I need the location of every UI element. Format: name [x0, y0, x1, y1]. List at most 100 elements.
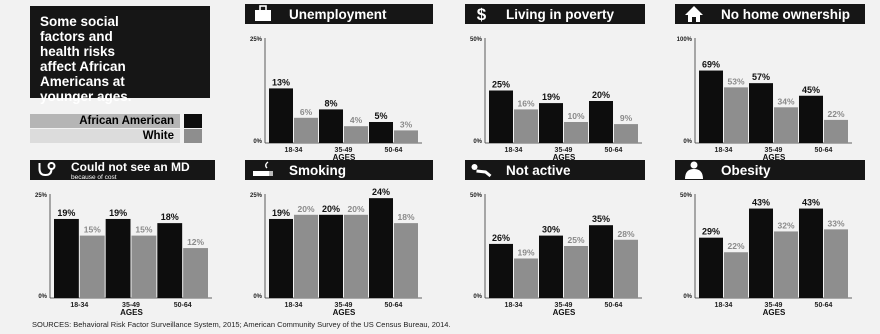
chart-title: Living in poverty — [506, 7, 615, 22]
house-icon — [692, 17, 696, 22]
chart-title: Smoking — [289, 163, 346, 178]
y-tick-label: 25% — [250, 193, 263, 199]
x-axis-label: AGES — [763, 153, 786, 162]
bar-african-american — [699, 237, 723, 298]
bar-white — [514, 258, 538, 298]
x-axis-label: AGES — [763, 308, 786, 317]
bar-white — [394, 223, 418, 298]
x-tick-label: 18-34 — [715, 147, 733, 154]
x-tick-label: 18-34 — [285, 302, 303, 309]
data-label: 18% — [397, 212, 414, 222]
legend-item-african-american: African American — [30, 114, 210, 128]
x-tick-label: 50-64 — [605, 147, 623, 154]
y-tick-label: 25% — [250, 37, 263, 43]
bar-african-american — [319, 109, 343, 143]
y-tick-label: 50% — [680, 193, 693, 199]
x-axis-label: AGES — [333, 153, 356, 162]
x-tick-label: 18-34 — [70, 302, 88, 309]
data-label: 18% — [161, 212, 179, 222]
x-tick-label: 18-34 — [285, 147, 303, 154]
bar-african-american — [589, 225, 613, 298]
chart-header — [500, 160, 640, 180]
bar-african-american — [799, 95, 823, 143]
bar-african-american — [319, 214, 343, 298]
data-label: 15% — [84, 225, 101, 235]
legend-label: African American — [30, 114, 180, 128]
torso-icon — [690, 161, 698, 169]
bar-african-american — [54, 218, 79, 298]
y-tick-label: 0% — [253, 294, 262, 300]
data-label: 57% — [752, 72, 770, 82]
bar-white — [131, 235, 157, 298]
data-label: 19% — [272, 208, 290, 218]
y-tick-label: 25% — [35, 193, 48, 199]
x-tick-label: 18-34 — [505, 302, 523, 309]
intro-line: Americans at — [40, 74, 125, 89]
bar-african-american — [269, 88, 293, 143]
y-tick-label: 50% — [470, 37, 483, 43]
x-tick-label: 35-49 — [765, 147, 783, 154]
data-label: 20% — [297, 204, 314, 214]
stethoscope-icon — [47, 162, 56, 170]
briefcase-icon — [259, 5, 267, 12]
legend-label: White — [30, 129, 180, 143]
y-tick-label: 0% — [38, 294, 47, 300]
bar-white — [79, 235, 105, 298]
chart-header — [500, 4, 640, 24]
chart-unemployment: Unemployment 25% 0% 13% 6% 18-34 8% 4% 35-49 5% 3%… — [245, 4, 433, 162]
bar-white — [774, 231, 798, 298]
intro-text: Some social factors and health risks aff… — [40, 14, 210, 104]
bar-white — [824, 119, 848, 143]
data-label: 53% — [727, 76, 744, 86]
y-tick-label: 0% — [683, 139, 692, 145]
chart-header — [283, 160, 433, 180]
reclining-person-icon — [476, 169, 492, 178]
data-label: 12% — [187, 237, 204, 247]
bar-white — [183, 248, 208, 298]
data-label: 45% — [802, 85, 820, 95]
chart-header — [283, 4, 433, 24]
bar-white — [614, 124, 638, 143]
data-label: 24% — [372, 187, 390, 197]
bar-african-american — [799, 208, 823, 298]
x-tick-label: 35-49 — [122, 302, 140, 309]
legend-swatch — [184, 129, 202, 143]
data-label: 22% — [827, 109, 844, 119]
intro-line: affect African — [40, 59, 126, 74]
bar-african-american — [157, 223, 183, 298]
data-label: 26% — [492, 233, 510, 243]
intro-box: Some social factors and health risks aff… — [30, 6, 210, 104]
x-tick-label: 50-64 — [605, 302, 623, 309]
x-tick-label: 35-49 — [335, 147, 353, 154]
bar-white — [514, 109, 538, 143]
x-tick-label: 50-64 — [174, 302, 192, 309]
data-label: 20% — [592, 90, 610, 100]
bar-white — [294, 117, 318, 143]
chart-title: Could not see an MD — [71, 160, 190, 174]
reclining-person-icon — [471, 164, 478, 170]
legend-swatch — [184, 114, 202, 128]
x-axis-label: AGES — [120, 308, 143, 317]
cigarette-icon — [269, 171, 273, 176]
data-label: 20% — [322, 204, 340, 214]
bar-white — [614, 239, 638, 298]
data-label: 33% — [827, 218, 844, 228]
x-tick-label: 35-49 — [555, 147, 573, 154]
chart-no-home-ownership: No home ownership 100% 0% 69% 53% 18-34 57% 34%… — [675, 4, 865, 162]
data-label: 43% — [802, 198, 820, 208]
y-tick-label: 50% — [470, 193, 483, 199]
data-label: 19% — [57, 208, 75, 218]
bar-white — [824, 229, 848, 298]
data-label: 34% — [777, 96, 794, 106]
data-label: 32% — [777, 220, 794, 230]
intro-line: Some social — [40, 14, 119, 29]
data-label: 22% — [727, 241, 744, 251]
intro-line: health risks — [40, 44, 116, 59]
data-label: 28% — [617, 229, 634, 239]
sources-footer: SOURCES: Behavioral Risk Factor Surveill… — [32, 320, 451, 329]
x-tick-label: 50-64 — [815, 302, 833, 309]
x-tick-label: 50-64 — [385, 147, 403, 154]
bar-african-american — [105, 218, 131, 298]
bar-african-american — [369, 198, 393, 298]
data-label: 9% — [620, 113, 633, 123]
